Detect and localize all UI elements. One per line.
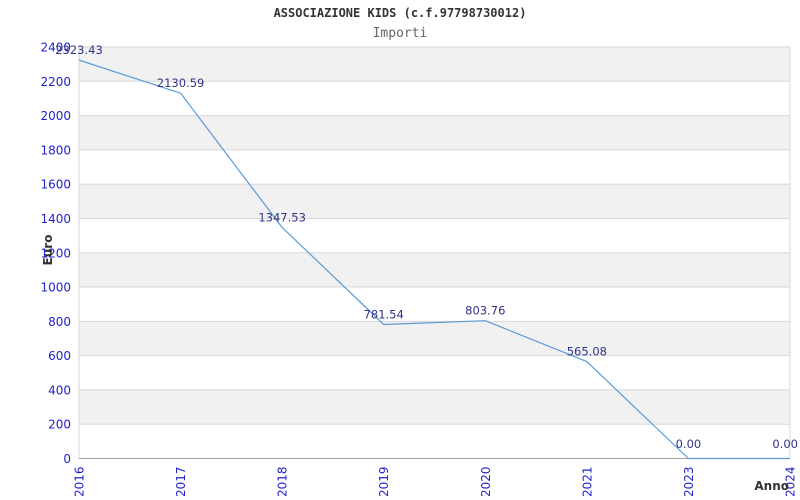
x-tick-label: 2020 bbox=[479, 466, 493, 497]
point-value-label: 2323.43 bbox=[55, 43, 103, 57]
chart-subtitle: Importi bbox=[372, 26, 428, 41]
y-tick-label: 2400 bbox=[40, 41, 71, 55]
point-value-label: 0.00 bbox=[772, 437, 798, 451]
alt-band bbox=[79, 389, 790, 425]
alt-band bbox=[79, 115, 790, 150]
x-tick-label: 2017 bbox=[174, 466, 188, 497]
y-tick-label: 2000 bbox=[40, 109, 71, 123]
y-tick-label: 0 bbox=[63, 452, 71, 466]
y-tick-label: 1000 bbox=[40, 281, 71, 295]
y-tick-label: 200 bbox=[48, 418, 71, 432]
y-tick-label: 2200 bbox=[40, 75, 71, 89]
y-tick-label: 1600 bbox=[40, 178, 71, 192]
chart-title: ASSOCIAZIONE KIDS (c.f.97798730012) bbox=[273, 6, 527, 20]
alt-band bbox=[79, 184, 790, 219]
y-tick-label: 600 bbox=[48, 349, 71, 363]
y-axis-title: Euro bbox=[41, 235, 55, 266]
x-axis-title: Anno bbox=[754, 479, 789, 493]
point-value-label: 803.76 bbox=[465, 304, 505, 318]
point-value-label: 781.54 bbox=[364, 307, 404, 321]
x-tick-label: 2024 bbox=[784, 466, 798, 497]
y-tick-label: 1800 bbox=[40, 143, 71, 157]
x-tick-label: 2019 bbox=[377, 466, 391, 497]
alt-band bbox=[79, 47, 790, 82]
point-value-label: 0.00 bbox=[676, 437, 702, 451]
y-tick-label: 800 bbox=[48, 315, 71, 329]
x-tick-label: 2018 bbox=[276, 466, 290, 497]
x-tick-label: 2016 bbox=[73, 466, 87, 497]
point-value-label: 1347.53 bbox=[258, 210, 306, 224]
data-line bbox=[78, 59, 790, 460]
point-value-label: 2130.59 bbox=[157, 76, 205, 90]
y-tick-label: 1200 bbox=[40, 246, 71, 260]
point-value-label: 565.08 bbox=[567, 345, 607, 359]
alt-band bbox=[79, 252, 790, 288]
x-tick-label: 2021 bbox=[580, 466, 594, 497]
alt-band bbox=[79, 321, 790, 356]
y-tick-label: 400 bbox=[48, 383, 71, 397]
x-tick-label: 2023 bbox=[682, 466, 696, 497]
y-tick-label: 1400 bbox=[40, 212, 71, 226]
